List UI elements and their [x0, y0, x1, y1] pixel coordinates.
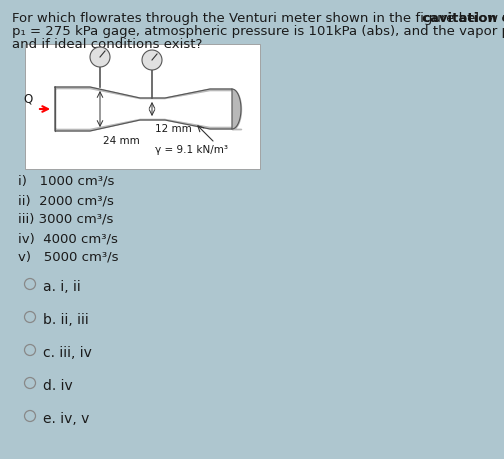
Text: iii) 3000 cm³/s: iii) 3000 cm³/s	[18, 213, 113, 226]
Text: For which flowrates through the Venturi meter shown in the figure below will: For which flowrates through the Venturi …	[12, 12, 504, 25]
Text: c. iii, iv: c. iii, iv	[43, 346, 92, 360]
Text: e. iv, v: e. iv, v	[43, 412, 89, 426]
Polygon shape	[55, 87, 232, 131]
Text: i)   1000 cm³/s: i) 1000 cm³/s	[18, 175, 114, 188]
Circle shape	[25, 312, 35, 323]
Text: ii)  2000 cm³/s: ii) 2000 cm³/s	[18, 194, 114, 207]
Text: p₁ = 275 kPa gage, atmospheric pressure is 101kPa (abs), and the vapor pressure : p₁ = 275 kPa gage, atmospheric pressure …	[12, 25, 504, 38]
Text: and if ideal conditions exist?: and if ideal conditions exist?	[12, 38, 203, 51]
Circle shape	[25, 279, 35, 290]
Text: 24 mm: 24 mm	[103, 136, 140, 146]
Circle shape	[90, 47, 110, 67]
Circle shape	[25, 410, 35, 421]
Circle shape	[142, 50, 162, 70]
Text: d. iv: d. iv	[43, 379, 73, 393]
Text: a. i, ii: a. i, ii	[43, 280, 81, 294]
Text: b. ii, iii: b. ii, iii	[43, 313, 89, 327]
Text: cavitation occur: cavitation occur	[422, 12, 504, 25]
FancyBboxPatch shape	[25, 44, 260, 169]
Text: v)   5000 cm³/s: v) 5000 cm³/s	[18, 251, 118, 264]
Circle shape	[25, 377, 35, 388]
Circle shape	[25, 345, 35, 356]
Text: γ = 9.1 kN/m³: γ = 9.1 kN/m³	[155, 145, 228, 155]
Polygon shape	[57, 90, 232, 128]
Text: 12 mm: 12 mm	[155, 124, 192, 134]
Text: Q: Q	[24, 92, 33, 105]
Text: iv)  4000 cm³/s: iv) 4000 cm³/s	[18, 232, 118, 245]
